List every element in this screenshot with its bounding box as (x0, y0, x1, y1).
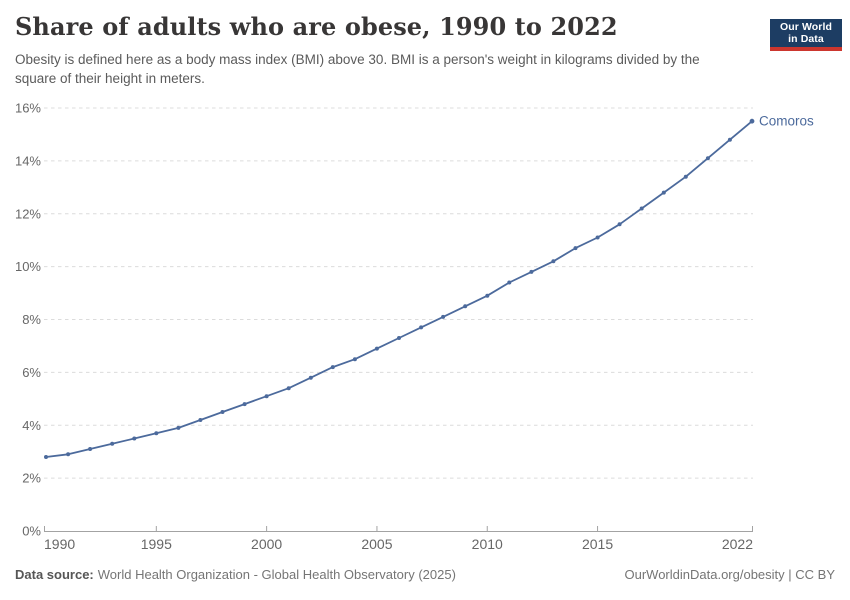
data-point[interactable] (264, 394, 269, 399)
owid-logo-line2: in Data (788, 32, 824, 45)
data-source-label: Data source: (15, 567, 94, 582)
y-axis-tick-label: 14% (15, 153, 41, 168)
x-axis-tick-label: 2005 (361, 536, 392, 552)
data-point[interactable] (88, 447, 93, 451)
x-axis-tick-label: 2015 (582, 536, 613, 552)
x-axis-tick-label: 2000 (251, 536, 282, 552)
data-point[interactable] (683, 174, 688, 179)
data-point[interactable] (198, 418, 203, 422)
chart-subtitle: Obesity is defined here as a body mass i… (15, 52, 700, 86)
data-point[interactable] (485, 293, 490, 298)
data-point[interactable] (397, 336, 401, 340)
y-axis-tick-label: 12% (15, 206, 41, 221)
y-axis-tick-label: 16% (15, 101, 41, 116)
data-point[interactable] (661, 190, 666, 195)
data-point[interactable] (154, 431, 159, 436)
data-point[interactable] (705, 156, 710, 161)
y-axis-tick-label: 8% (22, 312, 41, 327)
data-point[interactable] (352, 357, 357, 362)
data-point[interactable] (441, 314, 446, 319)
x-axis-tick-label: 2010 (472, 536, 503, 552)
x-axis-tick-label: 2022 (722, 536, 753, 552)
license-link[interactable]: OurWorldinData.org/obesity | CC BY (624, 567, 836, 582)
data-point[interactable] (749, 118, 755, 124)
series-label-comoros[interactable]: Comoros (759, 114, 814, 129)
data-point[interactable] (220, 410, 225, 414)
y-axis-tick-label: 0% (22, 524, 41, 539)
data-point[interactable] (463, 304, 468, 309)
data-point[interactable] (374, 346, 379, 351)
y-axis-tick-label: 2% (22, 471, 41, 486)
y-axis-tick-label: 4% (22, 418, 41, 433)
data-point[interactable] (44, 455, 48, 459)
data-point[interactable] (308, 375, 313, 380)
y-axis-tick-label: 10% (15, 259, 41, 274)
data-point[interactable] (551, 259, 556, 264)
data-point[interactable] (176, 425, 181, 430)
data-point[interactable] (66, 452, 71, 457)
data-point[interactable] (727, 137, 732, 142)
owid-logo-line1: Our World (779, 21, 833, 33)
data-point[interactable] (573, 246, 578, 251)
data-point[interactable] (617, 222, 622, 227)
chart-footer: Data source: World Health Organization - … (15, 567, 835, 582)
y-axis-tick-label: 6% (22, 365, 41, 380)
data-point[interactable] (286, 386, 291, 391)
data-point[interactable] (330, 365, 335, 370)
data-point[interactable] (242, 402, 247, 407)
data-point[interactable] (132, 436, 137, 441)
data-point[interactable] (595, 235, 600, 240)
data-point[interactable] (110, 441, 115, 446)
data-point[interactable] (529, 269, 534, 274)
x-axis-tick-label: 1990 (44, 536, 75, 552)
data-point[interactable] (639, 206, 644, 211)
data-point[interactable] (419, 325, 424, 330)
owid-logo[interactable]: Our World in Data (770, 19, 842, 51)
data-source: Data source: World Health Organization - … (15, 567, 456, 582)
x-axis-tick-label: 1995 (141, 536, 172, 552)
data-source-value: World Health Organization - Global Healt… (97, 567, 456, 582)
chart-title: Share of adults who are obese, 1990 to 2… (15, 12, 618, 41)
data-point[interactable] (507, 280, 512, 285)
data-line-comoros[interactable] (45, 120, 753, 458)
